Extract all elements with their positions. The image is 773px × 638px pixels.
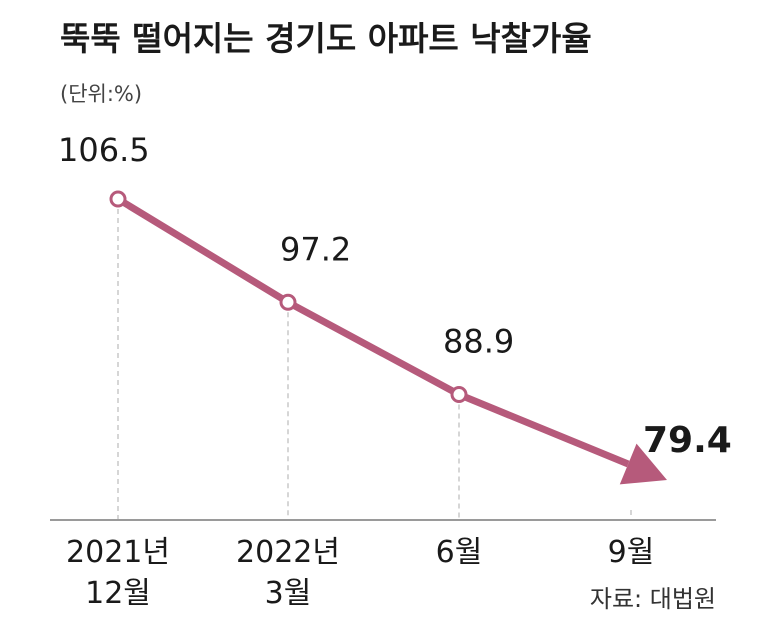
data-label: 79.4	[643, 420, 732, 461]
x-tick-labels: 2021년 12월 2022년 3월 6월 9월	[66, 535, 654, 611]
grid-lines	[117, 209, 632, 520]
x-tick-label: 6월	[436, 535, 483, 570]
data-point	[279, 293, 297, 311]
x-tick-label: 12월	[85, 576, 151, 611]
data-label: 97.2	[280, 230, 351, 268]
data-point	[109, 190, 127, 208]
source-note: 자료: 대법원	[590, 585, 716, 613]
data-point	[450, 385, 468, 403]
x-tick-label: 2022년	[236, 535, 340, 570]
unit-label: (단위:%)	[60, 82, 142, 106]
line-series	[109, 190, 667, 485]
data-label: 106.5	[58, 131, 150, 169]
x-tick-label: 9월	[608, 535, 655, 570]
chart-title: 뚝뚝 떨어지는 경기도 아파트 낙찰가율	[60, 19, 592, 58]
data-label: 88.9	[443, 322, 514, 360]
arrow-head	[619, 443, 667, 485]
x-tick-label: 3월	[265, 576, 312, 611]
x-tick-label: 2021년	[66, 535, 170, 570]
series-line	[116, 196, 630, 468]
value-labels: 106.5 97.2 88.9 79.4	[58, 131, 732, 461]
